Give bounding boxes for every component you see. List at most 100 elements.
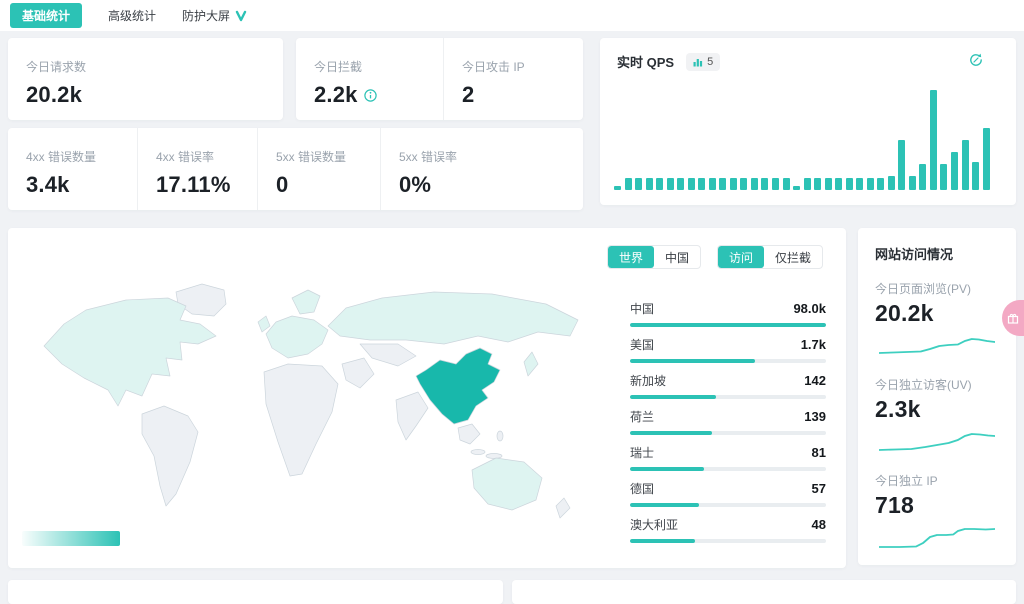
country-row: 新加坡 142 [630,372,826,408]
uv-sparkline [879,433,995,451]
country-name: 荷兰 [630,410,655,424]
qps-bar [961,140,969,190]
country-bar-track [630,467,826,471]
map-region-scandinavia [291,289,321,315]
map-region-europe [265,315,329,359]
country-value: 57 [811,481,826,496]
country-row: 中国 98.0k [630,300,826,336]
today-attack-ip-label: 今日攻击 IP [462,60,525,74]
qps-bar [635,178,643,190]
bottom-card-right [512,580,1016,604]
qps-bar [624,178,632,190]
tab-basic-stats[interactable]: 基础统计 [10,3,83,28]
qps-bar [698,178,706,190]
error-5xx-count-label: 5xx 错误数量 [276,150,347,164]
metric-pv-label: 今日页面浏览(PV) [875,282,972,296]
shield-v-icon [235,10,247,21]
qps-bar [898,140,906,190]
refresh-icon[interactable] [968,52,984,68]
qps-bar [856,178,864,190]
country-row: 德国 57 [630,480,826,516]
qps-bar [793,186,801,190]
tab-bar: 基础统计 高级统计 防护大屏 [0,0,1024,31]
country-value: 98.0k [793,301,826,316]
qps-badge: 5 [686,52,721,71]
map-region-australia [471,457,543,511]
metric-ip-label: 今日独立 IP [875,474,938,488]
map-region-indonesia-2 [485,453,503,459]
map-region-uk [257,315,271,333]
country-name: 德国 [630,482,655,496]
qps-bar [740,178,748,190]
country-bar-fill [630,467,705,471]
map-region-indonesia [470,449,486,455]
today-blocked-label: 今日拦截 [314,60,363,74]
qps-bar [929,90,937,190]
region-toggle-world[interactable]: 世界 [607,246,654,268]
world-map[interactable] [30,280,610,530]
country-name: 澳大利亚 [630,518,679,532]
qps-bar [940,164,948,190]
card-site-visits: 网站访问情况 今日页面浏览(PV) 20.2k 今日独立访客(UV) 2.3k … [858,228,1016,565]
qps-bar [972,162,980,190]
map-region-russia [327,291,579,345]
mode-toggle-blocked-only[interactable]: 仅拦截 [774,251,811,265]
metric-ip-value: 718 [875,492,914,518]
country-bar-fill [630,323,826,327]
map-region-china[interactable] [415,347,501,425]
country-bar-track [630,431,826,435]
metric-uv-label: 今日独立访客(UV) [875,378,972,392]
qps-bar [729,178,737,190]
country-bar-fill [630,539,695,543]
qps-bar [750,178,758,190]
qps-bar [771,178,779,190]
card-error-stats: 4xx 错误数量 3.4k 4xx 错误率 17.11% 5xx 错误数量 0 … [8,128,583,210]
map-region-japan [523,351,539,377]
country-row: 瑞士 81 [630,444,826,480]
qps-bar [824,178,832,190]
qps-bar [645,178,653,190]
qps-bar [656,178,664,190]
region-toggle-china[interactable]: 中国 [664,251,689,265]
qps-badge-count: 5 [707,55,714,68]
country-name: 中国 [630,302,655,316]
tab-protection-screen[interactable]: 防护大屏 [182,7,247,24]
mode-toggle-visits[interactable]: 访问 [717,246,764,268]
country-row: 澳大利亚 48 [630,516,826,552]
metric-pv: 今日页面浏览(PV) 20.2k [875,280,999,359]
info-icon[interactable] [363,88,377,102]
qps-bar [908,176,916,190]
country-ranking-list: 中国 98.0k 美国 1.7k 新加坡 142 荷兰 139 瑞士 81 德国 57 澳大利亚 48 [630,300,826,552]
qps-bar [951,152,958,190]
country-name: 瑞士 [630,446,655,460]
qps-bar [887,176,895,190]
country-row: 荷兰 139 [630,408,826,444]
tab-advanced-stats[interactable]: 高级统计 [108,9,157,23]
site-visits-title: 网站访问情况 [875,247,954,262]
card-realtime-qps: 实时 QPS 5 [600,38,1016,205]
qps-bar [782,178,790,190]
error-4xx-rate-value: 17.11% [156,172,231,197]
bottom-card-left [8,580,503,604]
error-5xx-count-value: 0 [276,172,289,197]
metric-uv: 今日独立访客(UV) 2.3k [875,376,999,455]
country-row: 美国 1.7k [630,336,826,372]
country-bar-fill [630,431,713,435]
error-4xx-count-value: 3.4k [26,172,70,197]
bar-chart-icon [693,58,703,66]
country-bar-track [630,503,826,507]
country-bar-track [630,359,826,363]
map-region-north-america [43,297,217,407]
card-today-requests: 今日请求数 20.2k [8,38,283,120]
qps-bar [708,178,716,190]
metric-uv-value: 2.3k [875,396,921,422]
today-requests-label: 今日请求数 [26,60,87,74]
card-world-map: 世界 中国 访问 仅拦截 [8,228,846,568]
qps-bar [687,178,695,190]
metric-pv-value: 20.2k [875,300,934,326]
feedback-float-button[interactable] [1002,300,1024,336]
gift-icon [1007,313,1019,324]
error-5xx-rate-value: 0% [399,172,432,197]
error-4xx-rate-label: 4xx 错误率 [156,150,215,164]
qps-bar [866,178,874,190]
